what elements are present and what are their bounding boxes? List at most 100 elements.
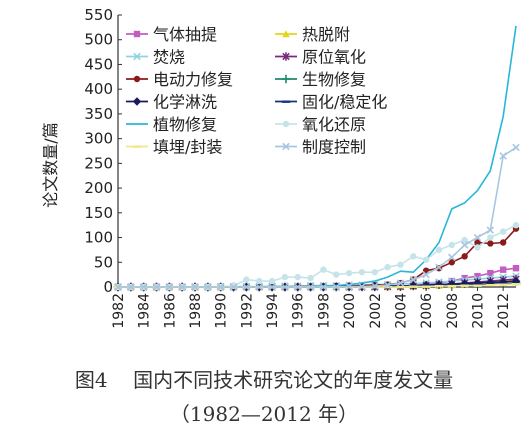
plot-area: 0 50 100 150 200 250 300 350 400 450 500 550 1982 198…: [84, 6, 516, 329]
data-point: [127, 283, 135, 291]
legend-label: 填埋/封装: [153, 138, 222, 157]
data-point: [333, 271, 340, 278]
legend-label: 热脱附: [302, 25, 350, 44]
y-axis-label: 论文数量/篇: [41, 122, 60, 207]
data-point: [473, 233, 482, 242]
series-line: [118, 224, 517, 288]
legend-item: 热脱附: [275, 25, 350, 44]
x-tick-label: 1988: [188, 293, 204, 329]
data-point: [229, 283, 238, 291]
data-point: [410, 253, 417, 260]
x-tick-label: 1990: [214, 293, 230, 329]
legend-item: 制度控制: [275, 138, 366, 157]
series-line: [118, 146, 517, 288]
data-point: [345, 269, 353, 277]
legend-item: 焚烧: [126, 48, 185, 67]
data-point: [499, 266, 507, 273]
legend-label: 化学淋洗: [153, 93, 217, 112]
data-point: [256, 277, 263, 285]
legend-item: 植物修复: [126, 115, 217, 134]
data-point: [216, 283, 225, 291]
data-point: [268, 277, 276, 285]
data-point: [383, 286, 392, 289]
data-point: [434, 285, 444, 288]
y-axis-label-group: 论文数量/篇: [41, 122, 60, 207]
legend-item: 气体抽提: [126, 25, 217, 44]
data-point: [512, 221, 520, 229]
legend-swatch-marker: [281, 74, 291, 84]
y-tick-label: 500: [84, 31, 113, 49]
data-point: [461, 274, 468, 282]
legend-swatch-marker: [132, 97, 142, 106]
x-tick-label: 1986: [162, 293, 178, 329]
x-tick-label: 1996: [291, 293, 307, 329]
legend-swatch-marker: [281, 100, 291, 103]
x-tick-label: 2008: [445, 293, 461, 329]
data-point: [435, 263, 443, 271]
data-point: [358, 268, 366, 276]
legend-swatch-marker: [133, 52, 141, 61]
series-layer: [113, 25, 521, 292]
legend-swatch-marker: [282, 120, 290, 128]
data-point: [447, 285, 457, 288]
data-point: [422, 270, 430, 279]
y-tick-label: 400: [84, 80, 113, 98]
y-tick-label: 350: [84, 105, 113, 123]
data-point: [294, 273, 301, 281]
data-point: [448, 241, 456, 249]
data-point: [473, 284, 482, 287]
y-tick-label: 0: [103, 278, 113, 296]
data-point: [474, 244, 481, 251]
y-tick-label: 300: [84, 130, 113, 148]
data-point: [448, 253, 456, 262]
data-point: [191, 283, 199, 291]
data-point: [293, 283, 302, 291]
data-point: [114, 283, 122, 291]
data-point: [435, 246, 443, 254]
x-tick-label: 2012: [496, 293, 512, 329]
x-tick-label: 1992: [239, 293, 255, 329]
y-tick-label: 200: [84, 179, 113, 197]
legend-swatch-marker: [282, 52, 290, 61]
legend-label: 气体抽提: [153, 25, 217, 44]
data-point: [358, 282, 366, 291]
data-point: [486, 284, 495, 287]
data-point: [307, 274, 314, 282]
y-tick-label: 450: [84, 55, 113, 73]
data-point: [397, 261, 404, 268]
data-point: [499, 239, 507, 246]
legend-swatch-marker: [132, 145, 142, 148]
data-point: [345, 282, 353, 291]
data-point: [332, 283, 341, 291]
data-point: [511, 283, 521, 286]
chart: 论文数量/篇 0 50 100 150 200 250 300 350 400 450 500 550…: [41, 6, 521, 329]
data-point: [409, 275, 418, 284]
data-point: [421, 285, 431, 288]
data-point: [384, 264, 391, 271]
legend-swatch-marker: [282, 142, 290, 151]
data-point: [370, 286, 379, 289]
data-point: [396, 279, 405, 287]
data-point: [512, 265, 520, 272]
legend-item: 生物修复: [275, 70, 366, 89]
series-12: [114, 143, 520, 291]
data-point: [152, 283, 161, 291]
series-line: [118, 228, 517, 288]
x-tick-label: 2004: [393, 293, 409, 329]
data-point: [281, 273, 289, 281]
legend-item: 填埋/封装: [126, 138, 222, 157]
legend-label: 氧化还原: [302, 115, 366, 134]
x-tick-label: 1994: [265, 293, 281, 329]
legend-label: 电动力修复: [153, 70, 233, 89]
data-point: [461, 253, 468, 260]
x-tick-label: 2002: [368, 293, 384, 329]
legend-label: 原位氧化: [302, 48, 366, 67]
legend-label: 固化/稳定化: [302, 93, 387, 112]
data-point: [474, 272, 481, 280]
legend-label: 焚烧: [153, 48, 185, 67]
legend-item: 电动力修复: [126, 70, 233, 89]
data-point: [498, 283, 508, 286]
data-point: [319, 283, 328, 291]
data-point: [139, 283, 148, 291]
